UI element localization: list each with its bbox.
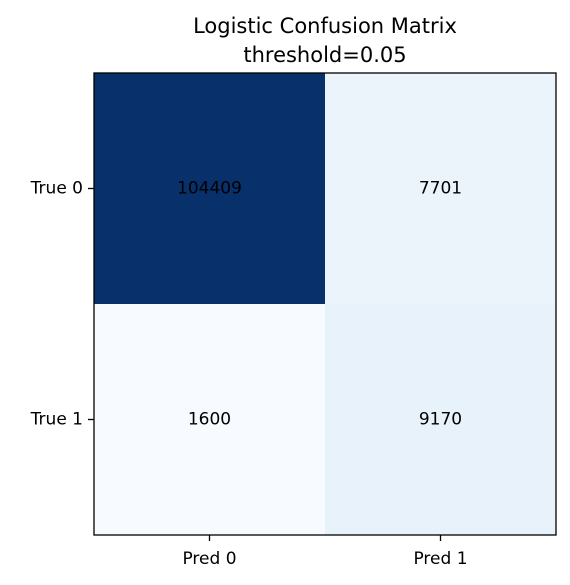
matrix-cell-labels: 104409 7701 1600 9170: [177, 179, 462, 430]
axis-ticks: True 0 True 1 Pred 0 Pred 1: [30, 179, 468, 570]
matrix-cells: [94, 73, 556, 535]
chart-title: Logistic Confusion Matrix threshold=0.05: [193, 14, 457, 67]
matrix-cell-r0-c0: [94, 73, 325, 304]
matrix-cell-r1-c1: [325, 304, 556, 535]
y-tick-label-0: True 0: [30, 179, 83, 199]
chart-subtitle-line: threshold=0.05: [243, 43, 406, 67]
matrix-cell-r1-c0: [94, 304, 325, 535]
matrix-cell-r0-c1: [325, 73, 556, 304]
cell-value-r0-c0: 104409: [177, 179, 242, 199]
plot-frame: [93, 72, 557, 536]
cell-value-r1-c1: 9170: [419, 410, 462, 430]
y-tick-label-1: True 1: [30, 410, 83, 430]
chart-title-line: Logistic Confusion Matrix: [193, 14, 457, 38]
x-tick-label-0: Pred 0: [182, 549, 236, 569]
x-tick-label-1: Pred 1: [413, 549, 467, 569]
cell-value-r1-c0: 1600: [188, 410, 231, 430]
cell-value-r0-c1: 7701: [419, 179, 462, 199]
